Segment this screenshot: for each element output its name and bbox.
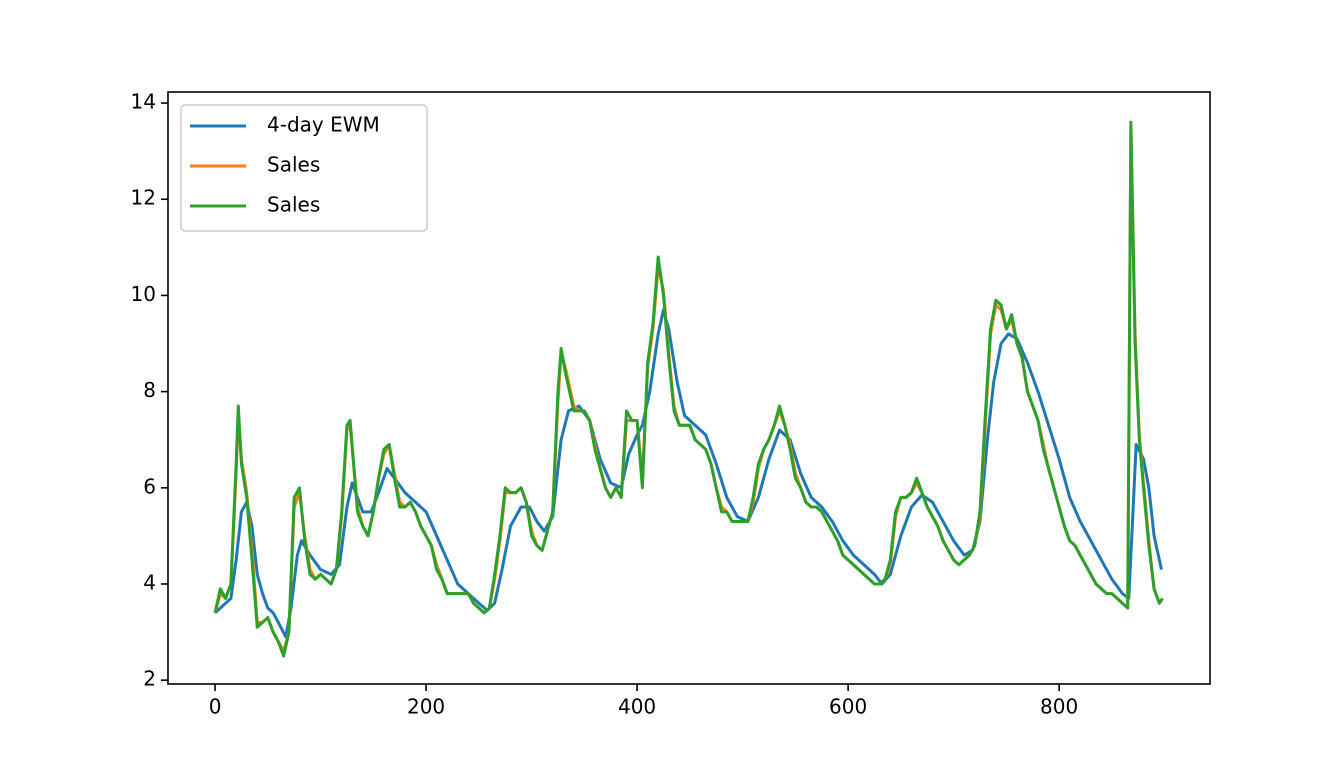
y-tick-label: 14 (131, 90, 156, 114)
legend-label: 4-day EWM (267, 113, 380, 137)
plot-frame (167, 91, 1211, 685)
series-line (214, 308, 1163, 639)
legend-label: Sales (267, 153, 320, 177)
x-tick-label: 0 (209, 695, 222, 719)
y-tick-label: 6 (143, 474, 156, 498)
x-tick-label: 800 (1040, 695, 1078, 719)
series-line (213, 120, 1164, 658)
legend-label: Sales (267, 193, 320, 217)
legend-box (180, 104, 428, 232)
y-tick-label: 8 (143, 378, 156, 402)
x-tick-label: 200 (407, 695, 445, 719)
y-tick-label: 2 (143, 667, 156, 691)
y-tick-label: 4 (143, 570, 156, 594)
y-tick-label: 12 (131, 186, 156, 210)
x-tick-label: 600 (829, 695, 867, 719)
x-tick-label: 400 (618, 695, 656, 719)
y-tick-label: 10 (131, 282, 156, 306)
